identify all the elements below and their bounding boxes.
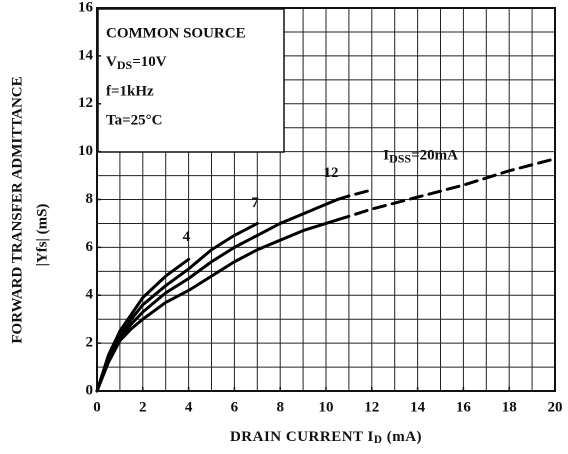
annotation: VDS=10V [106,54,167,71]
y-tick-label: 10 [78,143,93,159]
x-tick-label: 10 [319,399,334,415]
annotation-box [97,8,285,153]
labels: 0 2 4 6 8 10 12 14 16 18 20 0 2 4 6 8 10 12 14 16 4 7 12 IDSS=2… [9,0,562,446]
y-axis-label: FORWARD TRANSFER ADMITTANCE [9,76,25,343]
series-label: IDSS=20mA [383,148,458,165]
y-tick-label: 16 [78,0,94,15]
y-axis-label: |Yfs| (mS) [34,204,50,267]
series-label-main: I [383,148,389,164]
x-tick-label: 2 [139,399,147,415]
x-tick-label: 0 [93,399,101,415]
x-axis-label-sub: D [374,434,383,446]
x-tick-label: 6 [231,399,239,415]
x-tick-label: 14 [410,399,426,415]
y-tick-label: 8 [86,191,94,207]
series-label-sub: DSS [389,151,411,165]
curve-dashed [335,157,557,222]
series-label: 12 [323,165,338,181]
y-tick-label: 0 [86,382,94,398]
x-tick-label: 8 [276,399,284,415]
x-tick-label: 20 [548,399,563,415]
x-tick-label: 18 [502,399,517,415]
x-tick-label: 12 [364,399,379,415]
x-axis-label: DRAIN CURRENT ID (mA) [230,429,422,446]
x-axis-label-rest: (mA) [382,429,422,445]
curve [95,218,339,393]
y-tick-label: 12 [78,95,93,111]
annotation-main: V [106,54,117,70]
x-tick-label: 16 [456,399,472,415]
annotation: f=1kHz [106,83,154,99]
annotation-rest: =10V [132,54,167,70]
series-label: 4 [183,229,191,245]
y-tick-label: 2 [86,335,94,351]
curve [95,198,339,393]
annotation-sub: DS [117,58,133,72]
curve-dashed [335,188,374,201]
annotation: COMMON SOURCE [106,25,246,41]
series-label-rest: =20mA [411,148,458,164]
annotation: Ta=25°C [106,112,163,128]
curves [95,157,557,393]
y-tick-label: 14 [78,47,94,63]
x-axis-label-main: DRAIN CURRENT I [230,429,374,445]
y-tick-label: 4 [86,287,94,303]
series-label: 7 [251,195,259,211]
y-tick-label: 6 [86,239,94,255]
x-tick-label: 4 [185,399,193,415]
